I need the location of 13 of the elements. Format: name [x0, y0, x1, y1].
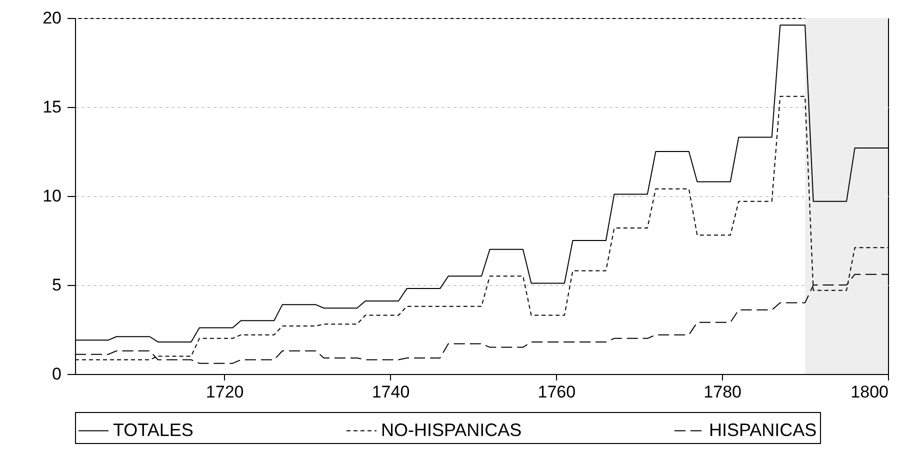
legend-label: NO-HISPANICAS	[381, 420, 522, 440]
y-tick-label: 0	[52, 364, 62, 384]
x-tick-label: 1760	[538, 382, 576, 402]
x-tick-label: 1740	[372, 382, 410, 402]
x-tick-label: 1800	[850, 382, 888, 402]
legend-label: HISPANICAS	[709, 420, 817, 440]
y-tick-label: 5	[52, 276, 62, 294]
y-tick-label: 10	[42, 186, 62, 206]
legend-label: TOTALES	[113, 420, 194, 440]
x-tick-label: 1780	[704, 382, 742, 402]
y-tick-label: 20	[42, 8, 62, 28]
x-tick-label: 1720	[206, 382, 244, 402]
y-tick-label: 15	[42, 98, 62, 116]
